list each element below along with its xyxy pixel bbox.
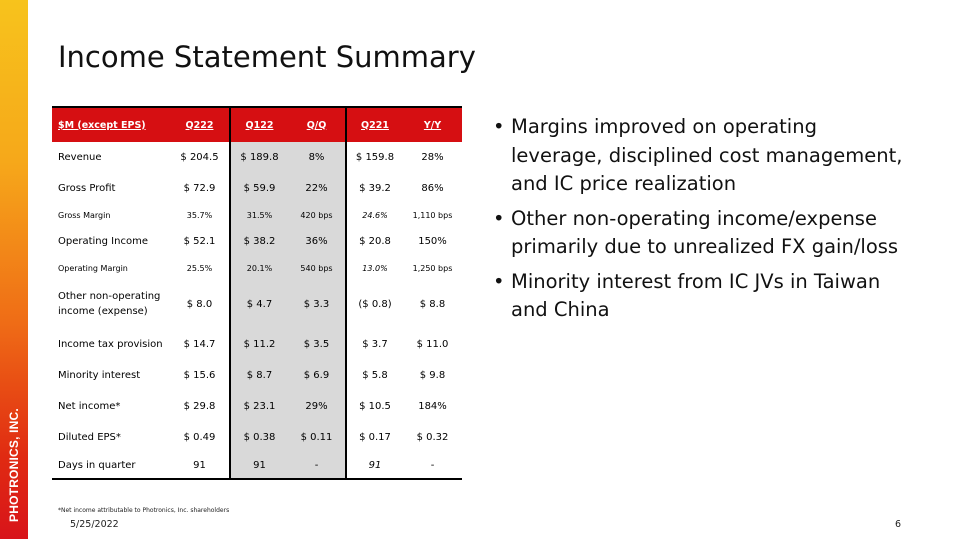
table-cell: 91 xyxy=(229,453,288,480)
table-cell: $ 159.8 xyxy=(355,152,395,163)
table-cell: $ 11.0 xyxy=(416,339,449,350)
table-cell: 86% xyxy=(421,183,444,194)
table-cell: 13.0% xyxy=(362,263,388,273)
table-cell: 1,110 bps xyxy=(412,210,453,220)
row-label: Operating Income xyxy=(58,236,148,247)
table-header-cell: Q222 xyxy=(170,106,230,142)
table-row: Diluted EPS* $ 0.49 $ 0.38 $ 0.11 $ 0.17… xyxy=(52,422,462,453)
table-cell: 28% xyxy=(421,152,444,163)
table-cell: 35.7% xyxy=(186,210,213,220)
table-cell: $ 15.6 xyxy=(183,370,216,381)
table-header-cell: Q221 xyxy=(346,106,403,142)
row-label: Gross Profit xyxy=(58,183,116,194)
row-label: Net income* xyxy=(58,401,121,412)
table-cell: 540 bps xyxy=(288,257,347,279)
table-cell: 22% xyxy=(288,173,347,204)
table-cell: 25.5% xyxy=(186,263,213,273)
table-cell: $ 0.32 xyxy=(416,432,449,443)
table-header-cell: Q/Q xyxy=(288,106,347,142)
table-cell: $ 3.3 xyxy=(288,279,347,329)
income-statement-table: $M (except EPS) Q222 Q122 Q/Q Q221 Y/Y R… xyxy=(52,106,462,480)
company-name-label: PHOTRONICS, INC. xyxy=(7,408,21,522)
table-footnote: *Net income attributable to Photronics, … xyxy=(58,507,230,514)
table-cell: 29% xyxy=(288,391,347,422)
table-cell: 8% xyxy=(288,142,347,173)
table-row: Operating Margin 25.5% 20.1% 540 bps 13.… xyxy=(52,257,462,279)
table-row: Other non-operating income (expense) $ 8… xyxy=(52,279,462,329)
table-cell: $ 72.9 xyxy=(183,183,216,194)
bullet-item: Margins improved on operating leverage, … xyxy=(493,113,913,199)
table-cell: $ 3.5 xyxy=(288,329,347,360)
table-cell: $ 11.2 xyxy=(229,329,288,360)
table-cell: $ 8.0 xyxy=(186,298,213,310)
table-cell: $ 8.8 xyxy=(419,298,446,310)
table-cell: $ 10.5 xyxy=(359,401,391,412)
table-cell: $ 0.17 xyxy=(359,432,391,443)
row-label: Income tax provision xyxy=(58,339,163,350)
table-cell: $ 23.1 xyxy=(229,391,288,422)
row-label: Days in quarter xyxy=(52,453,170,480)
table-cell: $ 6.9 xyxy=(288,360,347,391)
table-cell: $ 0.11 xyxy=(288,422,347,453)
table-cell: 24.6% xyxy=(362,210,388,220)
table-cell: $ 20.8 xyxy=(359,236,391,247)
table-cell: $ 38.2 xyxy=(229,226,288,257)
table-cell: 20.1% xyxy=(229,257,288,279)
bullet-list: Margins improved on operating leverage, … xyxy=(493,113,913,331)
table-cell: $ 0.49 xyxy=(183,432,216,443)
table-cell: $ 9.8 xyxy=(419,370,446,381)
table-cell: $ 59.9 xyxy=(229,173,288,204)
row-label: Other non-operating income (expense) xyxy=(58,291,161,317)
row-label: Revenue xyxy=(58,152,102,163)
table-cell: $ 29.8 xyxy=(183,401,216,412)
table-row: Days in quarter 91 91 - 91 - xyxy=(52,453,462,480)
table-cell: - xyxy=(403,453,462,480)
slide-title: Income Statement Summary xyxy=(58,40,476,74)
bullet-item: Other non-operating income/expense prima… xyxy=(493,205,913,262)
bullet-item: Minority interest from IC JVs in Taiwan … xyxy=(493,268,913,325)
table-row: Operating Income $ 52.1 $ 38.2 36% $ 20.… xyxy=(52,226,462,257)
table-header-cell: Q122 xyxy=(229,106,288,142)
brand-side-bar: PHOTRONICS, INC. xyxy=(0,0,28,539)
table-header-cell: Y/Y xyxy=(403,106,462,142)
table-row: Minority interest $ 15.6 $ 8.7 $ 6.9 $ 5… xyxy=(52,360,462,391)
table-header-cell: $M (except EPS) xyxy=(52,106,170,142)
table-cell: 420 bps xyxy=(288,204,347,226)
table-cell: $ 8.7 xyxy=(229,360,288,391)
row-label: Operating Margin xyxy=(58,263,128,273)
table-cell: 36% xyxy=(288,226,347,257)
table-cell: $ 14.7 xyxy=(183,339,216,350)
row-label: Minority interest xyxy=(58,370,141,381)
table-cell: $ 52.1 xyxy=(183,236,216,247)
table-row: Income tax provision $ 14.7 $ 11.2 $ 3.5… xyxy=(52,329,462,360)
table-row: Revenue $ 204.5 $ 189.8 8% $ 159.8 28% xyxy=(52,142,462,173)
table-cell: $ 189.8 xyxy=(229,142,288,173)
footer-date: 5/25/2022 xyxy=(70,519,119,530)
table-cell: 1,250 bps xyxy=(412,263,453,273)
table-cell: 91 xyxy=(346,453,403,480)
table-cell: $ 0.38 xyxy=(229,422,288,453)
table-cell: ($ 0.8) xyxy=(358,298,392,310)
table-cell: $ 204.5 xyxy=(180,152,219,163)
table-row: Net income* $ 29.8 $ 23.1 29% $ 10.5 184… xyxy=(52,391,462,422)
table-cell: $ 3.7 xyxy=(362,339,388,350)
page-number: 6 xyxy=(895,519,902,530)
table-row: Gross Profit $ 72.9 $ 59.9 22% $ 39.2 86… xyxy=(52,173,462,204)
table-cell: 31.5% xyxy=(229,204,288,226)
table-header-row: $M (except EPS) Q222 Q122 Q/Q Q221 Y/Y xyxy=(52,106,462,142)
table-cell: $ 4.7 xyxy=(229,279,288,329)
table-cell: - xyxy=(288,453,347,480)
table-cell: 150% xyxy=(418,236,447,247)
table-cell: 184% xyxy=(418,401,447,412)
table-cell: $ 39.2 xyxy=(359,183,391,194)
row-label: Diluted EPS* xyxy=(58,432,121,443)
row-label: Gross Margin xyxy=(58,210,111,220)
table-cell: $ 5.8 xyxy=(362,370,388,381)
table-row: Gross Margin 35.7% 31.5% 420 bps 24.6% 1… xyxy=(52,204,462,226)
table-cell: 91 xyxy=(170,453,230,480)
